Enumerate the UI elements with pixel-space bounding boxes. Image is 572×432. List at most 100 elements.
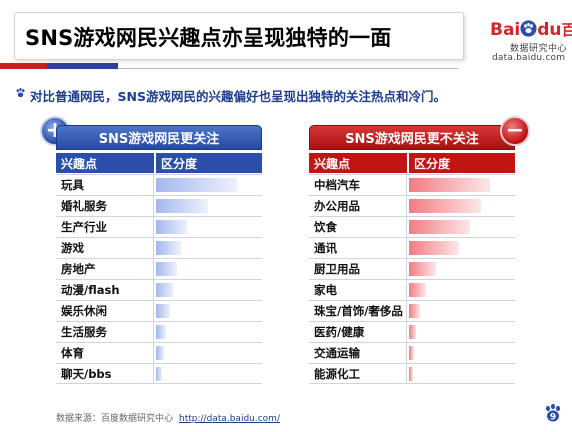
degree-cell [409,220,515,234]
interest-name: 婚礼服务 [56,196,154,216]
table-row: 交通运输 [309,342,515,363]
table-row: 游戏 [56,237,262,258]
degree-bar [156,178,237,192]
degree-cell [409,346,515,360]
table-header: 兴趣点 区分度 [309,153,515,173]
logo-subtitle: 数据研究中心 [510,44,568,54]
minus-badge-icon: − [500,116,530,146]
page-number: 9 [550,413,556,423]
interest-name: 能源化工 [309,364,407,384]
logo-wordmark: Baidu百度 [490,19,572,40]
logo-bai: Bai [490,20,521,40]
degree-bar [156,199,208,213]
table-body: 中档汽车 办公用品 饮食 通讯 厨卫用品 家电 珠宝/首饰/奢侈品 医药/健康 交通运输 能源化工 [309,174,515,384]
subtitle: 对比普通网民，SNS游戏网民的兴趣偏好也呈现出独特的关注热点和冷门。 [30,89,446,104]
title-accent-red [0,63,47,69]
degree-cell [409,199,515,213]
table-row: 生产行业 [56,216,262,237]
degree-cell [409,241,515,255]
table-row: 家电 [309,279,515,300]
interest-name: 饮食 [309,217,407,237]
table-row: 动漫/flash [56,279,262,300]
degree-bar [409,199,481,213]
degree-bar [156,283,173,297]
table-row: 能源化工 [309,363,515,384]
interest-name: 通讯 [309,238,407,258]
degree-cell [156,220,262,234]
interest-name: 交通运输 [309,343,407,363]
column-degree: 区分度 [409,153,515,173]
interest-name: 娱乐休闲 [56,301,154,321]
paw-bullet-icon [16,88,25,98]
page-title: SNS游戏网民兴趣点亦呈现独特的一面 [25,26,392,50]
degree-bar [409,325,416,339]
degree-cell [156,367,262,381]
degree-cell [409,262,515,276]
degree-bar [409,367,413,381]
table-row: 饮食 [309,216,515,237]
degree-bar [156,304,170,318]
degree-cell [156,199,262,213]
interest-name: 房地产 [56,259,154,279]
title-divider [118,68,458,69]
interest-name: 玩具 [56,175,154,195]
footer: 数据来源：百度数据研究中心 http://data.baidu.com/ [56,411,280,424]
degree-cell [156,283,262,297]
degree-bar [156,367,162,381]
degree-cell [409,325,515,339]
table-row: 房地产 [56,258,262,279]
degree-cell [156,325,262,339]
more-attention-header: SNS游戏网民更关注 [56,125,262,150]
column-interest: 兴趣点 [56,153,154,173]
interest-name: 医药/健康 [309,322,407,342]
logo-cn: 百度 [561,21,572,39]
degree-bar [409,241,459,255]
degree-cell [409,283,515,297]
interest-name: 珠宝/首饰/奢侈品 [309,301,407,321]
degree-cell [409,178,515,192]
interest-name: 生产行业 [56,217,154,237]
interest-name: 聊天/bbs [56,364,154,384]
table-row: 通讯 [309,237,515,258]
footer-link[interactable]: http://data.baidu.com/ [179,414,280,424]
interest-name: 办公用品 [309,196,407,216]
title-box: SNS游戏网民兴趣点亦呈现独特的一面 [14,12,464,60]
table-row: 聊天/bbs [56,363,262,384]
column-interest: 兴趣点 [309,153,407,173]
table-row: 玩具 [56,174,262,195]
degree-bar [156,262,177,276]
degree-bar [409,262,436,276]
table-row: 办公用品 [309,195,515,216]
degree-bar [409,178,490,192]
degree-bar [409,220,470,234]
interest-name: 中档汽车 [309,175,407,195]
footer-source: 数据来源：百度数据研究中心 [56,414,174,424]
interest-name: 生活服务 [56,322,154,342]
table-row: 娱乐休闲 [56,300,262,321]
interest-name: 体育 [56,343,154,363]
table-row: 婚礼服务 [56,195,262,216]
table-row: 医药/健康 [309,321,515,342]
less-attention-header: SNS游戏网民更不关注 [309,125,515,150]
title-accent-blue [47,63,118,69]
page-number-paw-icon: 9 [546,403,560,423]
degree-bar [409,283,426,297]
degree-cell [409,304,515,318]
column-degree: 区分度 [156,153,262,173]
paw-icon [520,20,537,37]
degree-bar [409,346,414,360]
table-row: 珠宝/首饰/奢侈品 [309,300,515,321]
degree-bar [409,304,420,318]
degree-cell [156,241,262,255]
table-row: 中档汽车 [309,174,515,195]
degree-cell [156,304,262,318]
degree-bar [156,220,187,234]
degree-bar [156,325,166,339]
interest-name: 家电 [309,280,407,300]
degree-cell [156,262,262,276]
interest-name: 动漫/flash [56,280,154,300]
interest-name: 游戏 [56,238,154,258]
table-row: 体育 [56,342,262,363]
interest-name: 厨卫用品 [309,259,407,279]
table-body: 玩具 婚礼服务 生产行业 游戏 房地产 动漫/flash 娱乐休闲 生活服务 体育 聊天/bbs [56,174,262,384]
